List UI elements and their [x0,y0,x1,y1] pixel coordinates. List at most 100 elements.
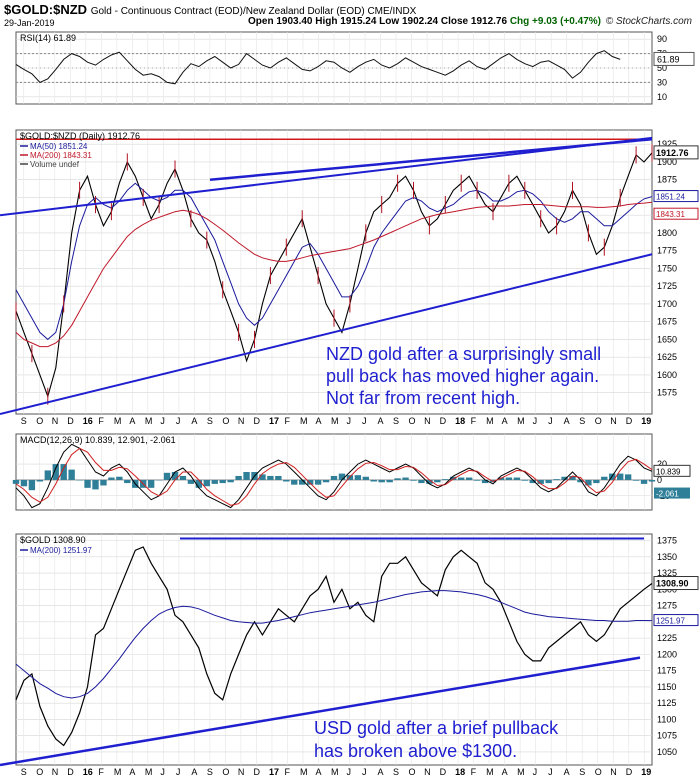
y-tick-label: 1050 [657,747,677,757]
gold-annotation-line: has broken above $1300. [314,741,517,761]
x-tick-label: N [610,416,617,426]
upper-trendline [209,137,653,181]
x-tick-label: S [579,767,585,777]
x-tick-label: J [533,416,538,426]
x-tick-label: M [114,416,122,426]
macd-histogram-bar [442,479,449,480]
x-tick-label: D [67,416,74,426]
macd-histogram-bar [402,477,409,480]
macd-histogram-bar [521,479,528,481]
macd-histogram-bar [624,474,632,480]
x-tick-label: J [160,767,165,777]
macd-histogram-bar [640,479,648,484]
macd-histogram-bar [481,479,489,484]
y-tick-label: 90 [657,34,667,44]
x-tick-label: 16 [83,416,93,426]
x-tick-label: O [595,416,602,426]
macd-histogram-bar [394,478,401,480]
x-tick-label: M [331,416,339,426]
macd-histogram-bar [648,479,656,482]
macd-histogram-bar [410,479,417,481]
y-tick-label: 1725 [657,281,677,291]
y-tick-label: 1350 [657,552,677,562]
macd-histogram-bar [577,479,584,483]
macd-histogram-bar [593,479,600,484]
y-tick-label: 1700 [657,299,677,309]
x-tick-label: N [424,767,431,777]
macd-histogram-bar [458,477,465,480]
x-tick-label: S [207,767,213,777]
x-tick-label: S [579,416,585,426]
macd-histogram-bar [561,476,568,480]
x-tick-label: M [517,416,525,426]
y-tick-label: 1900 [657,157,677,167]
lower-trendline [0,253,653,415]
macd-histogram-bar [306,479,314,485]
panel-0 [15,31,653,105]
macd-histogram-bar [36,479,44,482]
y-tick-label: 1800 [657,228,677,238]
x-tick-label: F [471,767,477,777]
macd-histogram-bar [569,475,576,480]
macd-last-box [653,464,691,477]
rsi-last-label: 61.89 [657,54,680,64]
y-tick-label: 1675 [657,317,677,327]
price-last-box [653,145,699,160]
price-legend-item: MA(50) 1851.24 [30,142,88,151]
x-tick-label: A [129,416,135,426]
change-readout: Chg +9.03 (+0.47%) [509,16,601,27]
macd-histogram-bar [434,479,441,483]
x-tick-label: N [238,416,245,426]
macd-histogram-bar [52,464,59,480]
rsi-title: RSI(14) 61.89 [20,33,76,43]
macd-histogram-bar [12,479,20,484]
macd-histogram-bar [354,475,362,480]
x-tick-label: O [409,416,416,426]
macd-histogram-bar [147,479,155,488]
x-tick-label: M [331,767,339,777]
macd-histogram-bar [203,479,210,487]
macd-histogram-bar [163,472,171,480]
x-tick-label: M [517,767,525,777]
y-tick-label: 1625 [657,352,677,362]
ma200-box [653,207,699,220]
x-tick-label: N [238,767,245,777]
macd-histogram-bar [155,479,163,481]
x-tick-label: A [564,416,570,426]
gold-last-label: 1308.90 [656,579,689,589]
gold-legend-item: MA(200) 1251.97 [30,546,92,555]
macd-histogram-bar [243,472,250,480]
x-tick-label: 18 [455,767,465,777]
x-tick-label: F [471,416,477,426]
macd-histogram-bar [116,476,123,480]
x-tick-label: D [440,416,447,426]
macd-histogram-bar [617,473,624,480]
x-tick-label: A [129,767,135,777]
macd-hist-label: -2.061 [656,490,679,499]
macd-line-0 [15,443,653,509]
y-tick-label: 10 [657,92,667,102]
x-tick-label: 17 [269,767,279,777]
macd-histogram-bar [28,479,36,491]
macd-histogram-bar [92,479,99,490]
price-annotation-line: pull back has moved higher again. [326,366,599,386]
x-tick-label: A [191,767,197,777]
macd-histogram-bar [553,479,560,480]
macd-histogram-bar [20,479,28,487]
macd-histogram-bar [632,479,640,481]
macd-histogram-bar [84,479,91,488]
gold-ma-label: 1251.97 [656,617,685,626]
x-tick-label: M [486,416,494,426]
macd-histogram-bar [537,479,544,484]
macd-histogram-bar [68,469,75,480]
price-last-label: 1912.76 [656,148,689,158]
x-tick-label: S [393,416,399,426]
x-tick-label: M [300,416,308,426]
macd-histogram-bar [314,479,322,485]
x-tick-label: N [52,416,59,426]
macd-last-label: 10.839 [656,467,681,476]
y-tick-label: 1275 [657,601,677,611]
rsi-last-box [653,51,695,66]
y-tick-label: 1175 [657,666,676,676]
